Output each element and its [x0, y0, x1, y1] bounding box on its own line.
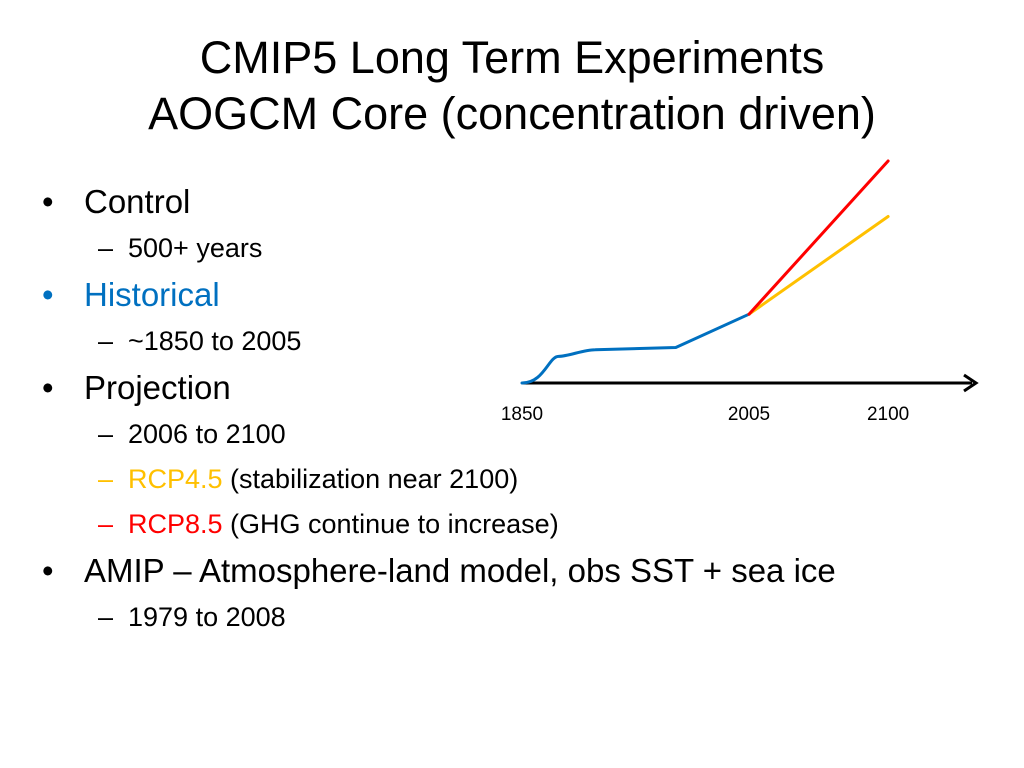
bullet-item: • Projection [42, 364, 1002, 412]
bullet-marker: • [42, 369, 54, 406]
sub-bullet-marker: – [98, 233, 114, 263]
historical-line [520, 312, 751, 385]
x-tick-label: 1850 [501, 404, 543, 425]
bullet-marker: • [42, 183, 54, 220]
bullet-text: Control [84, 183, 191, 220]
sub-bullet-text: RCP8.5 [128, 509, 223, 539]
sub-bullet-item: –1979 to 2008 [42, 595, 1002, 640]
sub-bullet-marker: – [98, 464, 114, 494]
sub-bullet-marker: – [98, 602, 114, 632]
rcp45-line [747, 215, 890, 316]
chart-series-group [520, 159, 890, 385]
x-tick-labels: 1850 2005 2100 [501, 404, 909, 425]
slide-title: CMIP5 Long Term Experiments AOGCM Core (… [0, 30, 1024, 142]
bullet-text: Historical [84, 276, 220, 313]
x-axis-arrowhead [963, 373, 979, 393]
sub-bullet-item: –2006 to 2100 [42, 412, 1002, 457]
sub-bullet-marker: – [98, 419, 114, 449]
sub-bullet-item: – ~1850 to 2005 [42, 319, 1002, 364]
bullet-item: • Control [42, 178, 1002, 226]
bullet-text: AMIP – Atmosphere-land model, obs SST + … [84, 552, 836, 589]
sub-bullet-marker: – [98, 326, 114, 356]
x-tick-label: 2100 [867, 404, 909, 425]
sub-bullet-marker: – [98, 509, 114, 539]
sub-bullet-text: 2006 to 2100 [128, 419, 286, 449]
sub-bullet-text: ~1850 to 2005 [128, 326, 302, 356]
bullet-text: Projection [84, 369, 231, 406]
sub-bullet-text: (stabilization near 2100) [222, 464, 519, 494]
sub-bullet-text: RCP4.5 [128, 464, 223, 494]
title-line-2: AOGCM Core (concentration driven) [148, 88, 876, 139]
sub-bullet-text: 500+ years [128, 233, 263, 263]
x-axis [522, 373, 979, 393]
bullet-list: • Control –500+ years • Historical – ~1850 to … [42, 178, 1002, 640]
title-line-1: CMIP5 Long Term Experiments [199, 32, 825, 83]
rcp85-line [747, 159, 890, 316]
bullet-item: • AMIP – Atmosphere-land model, obs SST +… [42, 547, 1002, 595]
bullet-item: • Historical [42, 271, 1002, 319]
bullet-marker: • [42, 552, 54, 589]
sub-bullet-text: 1979 to 2008 [128, 602, 286, 632]
sub-bullet-item: – RCP4.5 (stabilization near 2100) [42, 457, 1002, 502]
x-tick-label: 2005 [728, 404, 770, 425]
bullet-marker: • [42, 276, 54, 313]
sub-bullet-item: – RCP8.5 (GHG continue to increase) [42, 502, 1002, 547]
sub-bullet-item: –500+ years [42, 226, 1002, 271]
sub-bullet-text: (GHG continue to increase) [222, 509, 559, 539]
